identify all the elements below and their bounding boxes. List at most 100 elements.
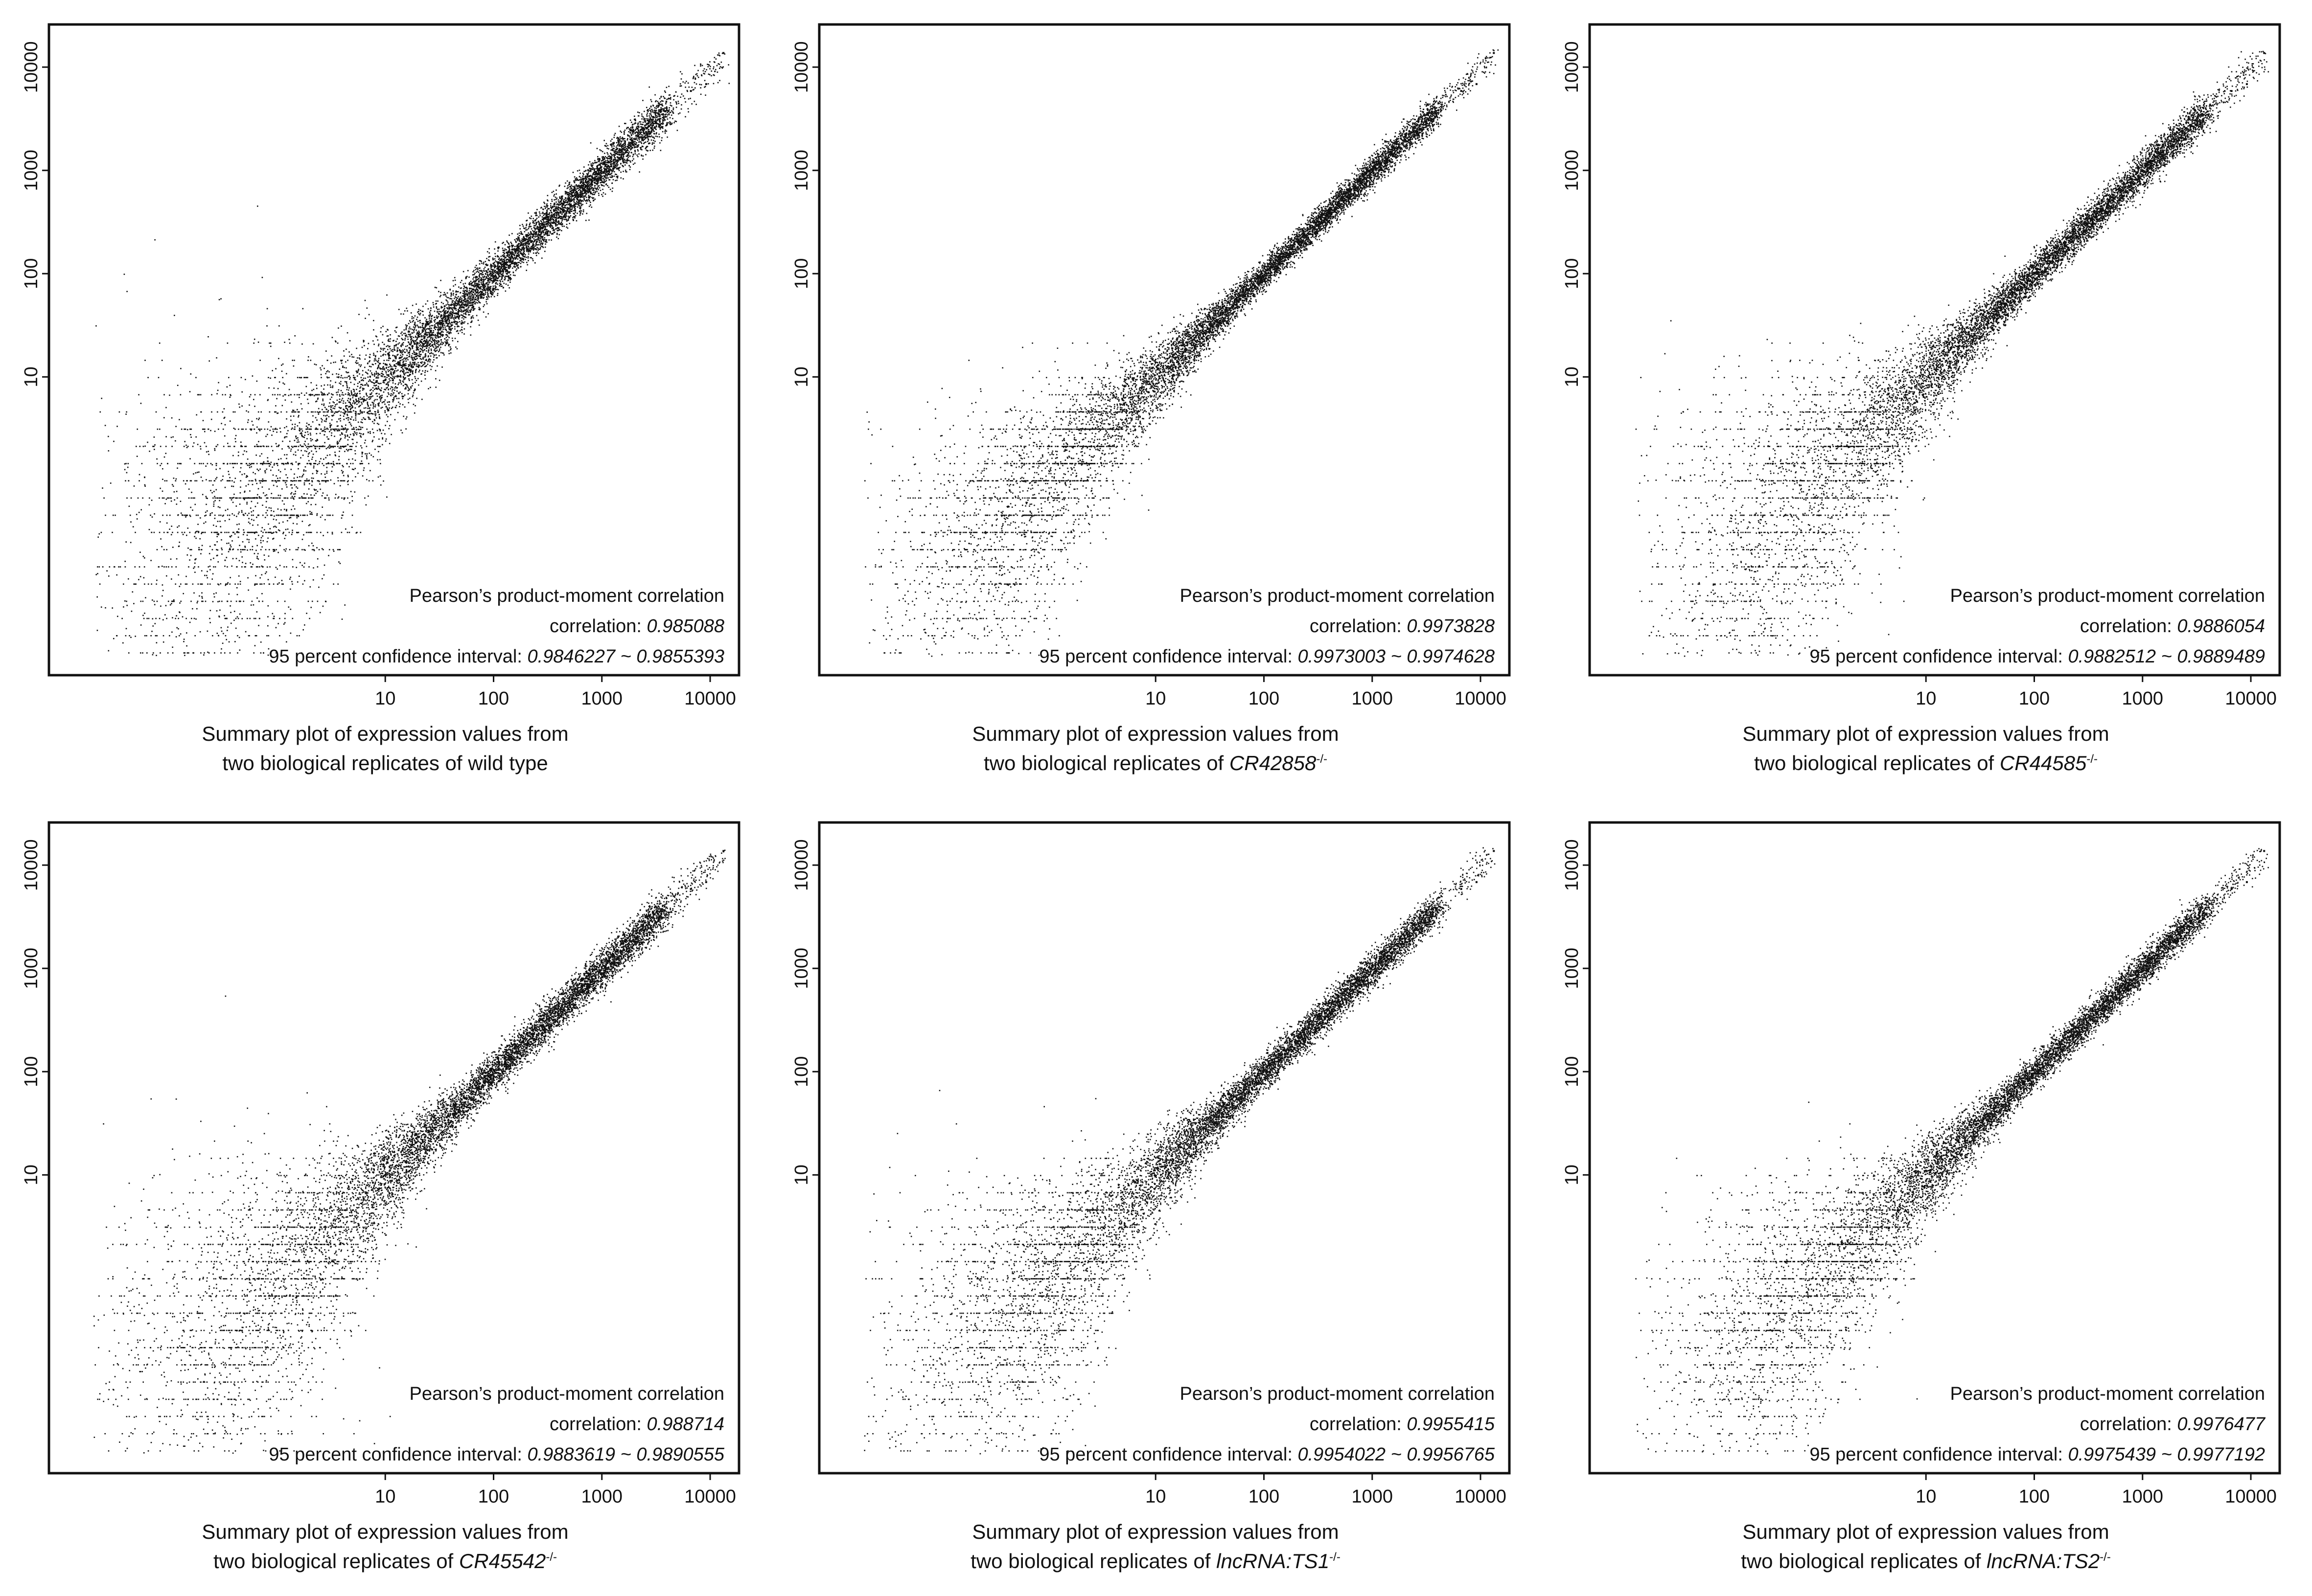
data-point bbox=[197, 600, 199, 602]
data-point bbox=[373, 379, 374, 381]
data-point bbox=[558, 185, 560, 187]
data-point bbox=[272, 497, 274, 499]
data-point bbox=[338, 389, 340, 391]
data-point bbox=[360, 421, 362, 423]
data-point bbox=[564, 207, 566, 208]
data-point bbox=[356, 372, 358, 373]
data-point bbox=[626, 152, 628, 153]
data-point bbox=[546, 205, 547, 206]
data-point bbox=[211, 394, 212, 396]
data-point bbox=[405, 384, 407, 386]
data-point bbox=[503, 263, 504, 264]
data-point bbox=[157, 463, 158, 464]
data-point bbox=[500, 273, 502, 274]
data-point bbox=[192, 497, 194, 499]
data-point bbox=[421, 398, 423, 400]
data-point bbox=[383, 374, 384, 376]
data-point bbox=[293, 498, 295, 500]
data-point bbox=[360, 531, 362, 533]
data-point bbox=[418, 313, 419, 315]
data-point bbox=[119, 566, 121, 568]
data-point bbox=[618, 153, 620, 155]
data-point bbox=[304, 444, 306, 446]
data-point bbox=[525, 235, 527, 237]
data-point bbox=[370, 418, 371, 420]
data-point bbox=[596, 188, 598, 189]
data-point bbox=[610, 163, 611, 165]
data-point bbox=[518, 255, 520, 256]
data-point bbox=[263, 652, 264, 654]
data-point bbox=[422, 357, 424, 358]
data-point bbox=[542, 231, 544, 232]
data-point bbox=[555, 206, 557, 207]
data-point bbox=[341, 428, 343, 430]
data-point bbox=[591, 184, 592, 185]
data-point bbox=[178, 574, 179, 576]
data-point bbox=[521, 240, 522, 242]
data-point bbox=[430, 368, 432, 370]
data-point bbox=[277, 480, 278, 481]
data-point bbox=[194, 532, 196, 534]
data-point bbox=[425, 331, 426, 332]
data-point bbox=[494, 241, 496, 243]
data-point bbox=[403, 415, 404, 417]
data-point bbox=[695, 83, 697, 85]
data-point bbox=[567, 187, 569, 188]
data-point bbox=[397, 384, 399, 386]
data-point bbox=[292, 559, 294, 561]
data-point bbox=[312, 497, 314, 499]
data-point bbox=[613, 167, 615, 169]
data-point bbox=[467, 292, 469, 294]
data-point bbox=[282, 382, 284, 384]
data-point bbox=[222, 394, 224, 396]
data-point bbox=[550, 206, 552, 208]
data-point bbox=[497, 264, 499, 266]
data-point bbox=[573, 205, 575, 207]
data-point bbox=[451, 300, 453, 302]
data-point bbox=[538, 234, 540, 235]
data-point bbox=[557, 228, 559, 229]
data-point bbox=[552, 216, 553, 218]
data-point bbox=[220, 497, 222, 499]
data-point bbox=[636, 144, 638, 146]
data-point bbox=[284, 622, 286, 624]
data-point bbox=[385, 380, 387, 381]
data-point bbox=[533, 223, 535, 225]
data-point bbox=[200, 411, 202, 413]
data-point bbox=[540, 232, 542, 234]
data-point bbox=[206, 503, 207, 505]
data-point bbox=[399, 371, 401, 372]
data-point bbox=[601, 184, 602, 185]
data-point bbox=[364, 418, 365, 420]
data-point bbox=[323, 458, 324, 460]
data-point bbox=[555, 218, 557, 220]
data-point bbox=[170, 497, 172, 499]
data-point bbox=[575, 180, 576, 182]
data-point bbox=[416, 329, 417, 331]
data-point bbox=[321, 394, 323, 396]
data-point bbox=[339, 440, 340, 442]
data-point bbox=[674, 120, 676, 122]
data-point bbox=[171, 446, 173, 447]
data-point bbox=[337, 342, 339, 344]
data-point bbox=[363, 396, 365, 398]
data-point bbox=[579, 213, 581, 214]
data-point bbox=[292, 427, 293, 429]
data-point bbox=[382, 348, 384, 349]
data-point bbox=[408, 369, 410, 371]
data-point bbox=[688, 86, 690, 88]
data-point bbox=[260, 652, 262, 654]
data-point bbox=[301, 392, 302, 394]
data-point bbox=[244, 490, 246, 492]
data-point bbox=[622, 158, 624, 160]
data-point bbox=[366, 453, 368, 455]
data-point bbox=[592, 184, 594, 186]
data-point bbox=[446, 311, 448, 313]
data-point bbox=[646, 115, 648, 117]
data-point bbox=[261, 574, 263, 576]
data-point bbox=[509, 257, 511, 258]
data-point bbox=[285, 548, 287, 550]
data-point bbox=[318, 412, 320, 413]
data-point bbox=[189, 391, 191, 392]
data-point bbox=[316, 514, 318, 516]
